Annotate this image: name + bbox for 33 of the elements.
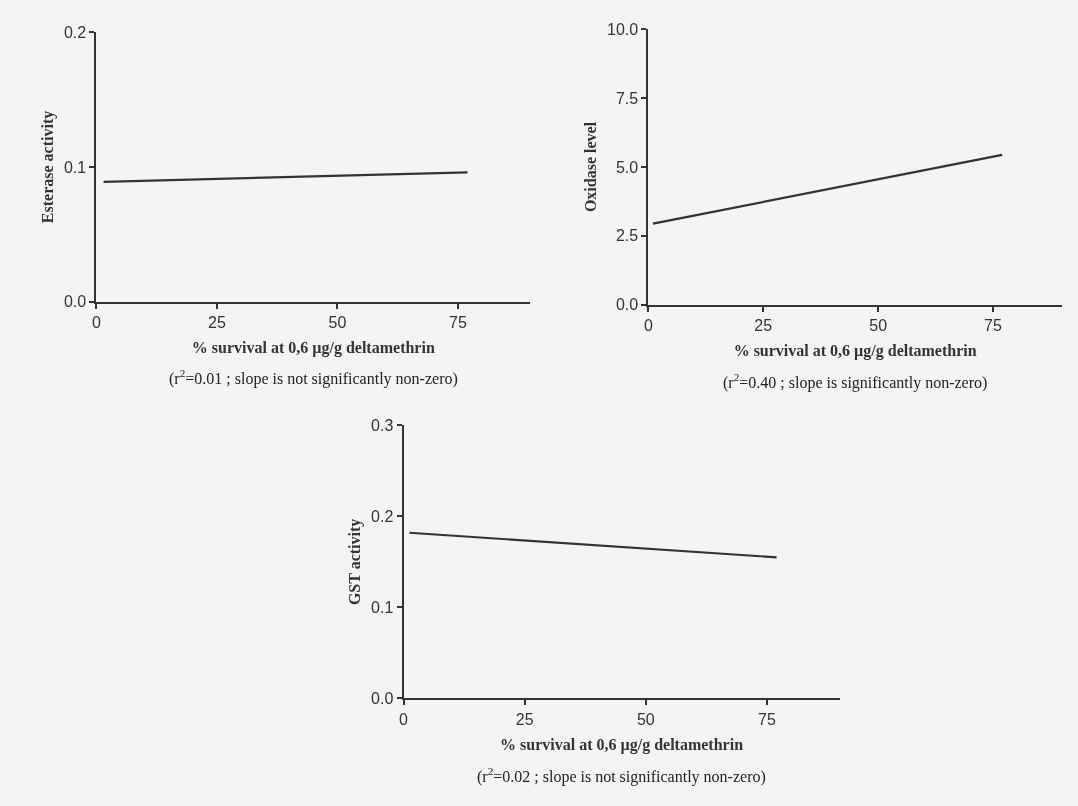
text: (r$^{2}$=0.40 ; slope is significantly non-zero) [723, 371, 988, 392]
y-tick-label: 7.5 [615, 89, 639, 107]
y-tick-label: 0.0 [371, 689, 394, 707]
y-tick-label: 0.1 [371, 598, 394, 616]
x-tick-label: 0 [643, 316, 653, 334]
y-axis-title: Esterase activity [39, 110, 58, 224]
x-tick-label: 25 [754, 316, 773, 334]
x-tick-label: 50 [328, 313, 347, 331]
x-tick-label: 25 [208, 313, 226, 331]
x-tick-label: 50 [636, 710, 655, 728]
x-tick-label: 25 [515, 710, 534, 728]
y-axis-title: Oxidase level [582, 121, 600, 213]
text: (r$^{2}$=0.02 ; slope is not significantly non-zero) [477, 765, 766, 786]
y-tick-label: 0.2 [371, 507, 394, 525]
x-axis-title: % survival at 0,6 µg/g deltamethrin [500, 735, 744, 754]
y-tick-label: 0.3 [371, 416, 394, 434]
y-tick-label: 10.0 [607, 20, 639, 38]
x-axis-title: % survival at 0,6 µg/g deltamethrin [733, 342, 977, 361]
y-tick-label: 0.0 [615, 296, 639, 314]
text: (r$^{2}$=0.01 ; slope is not significantly non-zero) [169, 367, 458, 388]
y-tick-label: 0.0 [63, 293, 87, 311]
x-tick-label: 75 [449, 313, 467, 331]
y-tick-label: 0.1 [63, 158, 87, 176]
y-tick-label: 2.5 [615, 227, 639, 245]
x-tick-label: 75 [984, 316, 1002, 334]
x-tick-label: 50 [869, 316, 888, 334]
x-tick-label: 0 [399, 710, 409, 728]
x-axis-title: % survival at 0,6 µg/g deltamethrin [191, 338, 435, 357]
y-axis-title: GST activity [346, 518, 365, 606]
y-tick-label: 0.2 [63, 24, 87, 42]
x-tick-label: 75 [758, 710, 776, 728]
x-tick-label: 0 [91, 313, 101, 331]
y-tick-label: 5.0 [615, 158, 639, 176]
